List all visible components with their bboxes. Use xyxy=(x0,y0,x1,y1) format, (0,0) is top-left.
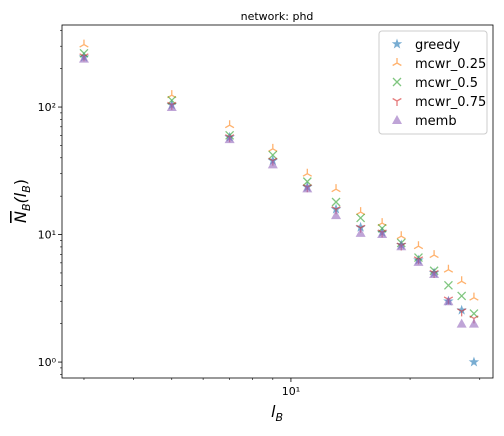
point xyxy=(224,134,235,144)
point xyxy=(443,264,454,273)
y-label-arg-sub: B xyxy=(20,185,33,193)
legend-marker xyxy=(391,38,403,49)
legend-box xyxy=(378,30,488,135)
plot-frame xyxy=(61,24,494,379)
point xyxy=(331,197,341,207)
point xyxy=(413,241,424,250)
point xyxy=(468,356,480,367)
point xyxy=(469,292,479,301)
legend-label: mcwr_0.25 xyxy=(415,57,486,72)
legend-marker xyxy=(392,97,402,106)
legend-label: mcwr_0.5 xyxy=(415,76,478,91)
point xyxy=(468,318,479,328)
point xyxy=(356,213,366,223)
point xyxy=(268,150,278,160)
point xyxy=(331,210,342,220)
legend-label: mcwr_0.75 xyxy=(415,95,486,110)
y-tick-label: 10¹ xyxy=(38,229,56,242)
y-axis-label-group: NB(lB) xyxy=(11,179,33,223)
x-axis-label: lB xyxy=(271,402,283,424)
x-tick-label: 10¹ xyxy=(282,385,300,398)
point xyxy=(456,318,467,328)
point xyxy=(166,102,177,112)
point xyxy=(456,276,467,285)
legend-marker xyxy=(392,58,402,67)
point xyxy=(457,291,467,301)
point xyxy=(302,177,312,187)
point xyxy=(79,39,89,48)
point xyxy=(302,183,313,193)
point xyxy=(443,280,453,290)
point xyxy=(443,296,454,306)
y-label-close: ) xyxy=(11,179,30,185)
point xyxy=(79,48,89,58)
point xyxy=(331,184,341,193)
y-axis-label: NB(lB) xyxy=(11,179,33,223)
point xyxy=(456,308,467,317)
point xyxy=(78,53,89,63)
legend-marker xyxy=(392,77,402,87)
point xyxy=(429,250,439,259)
x-label-sub: B xyxy=(275,411,283,424)
point xyxy=(355,227,366,237)
y-tick-label: 10⁰ xyxy=(38,356,57,369)
point xyxy=(267,159,278,169)
point xyxy=(396,231,406,240)
legend-label: greedy xyxy=(415,38,461,53)
point xyxy=(377,229,388,239)
point xyxy=(456,304,467,315)
point xyxy=(429,269,440,279)
point xyxy=(413,256,424,266)
point xyxy=(302,168,312,177)
point xyxy=(355,221,366,232)
y-tick-label: 10² xyxy=(38,101,56,114)
x-label-main: l xyxy=(271,402,276,421)
legend-label: memb xyxy=(415,114,457,129)
point xyxy=(396,241,407,251)
y-label-arg: (l xyxy=(11,192,30,203)
y-label-sub: B xyxy=(20,203,33,211)
legend-marker xyxy=(392,115,402,124)
y-label-main: N xyxy=(11,211,30,223)
point xyxy=(224,120,235,129)
chart-title: network: phd xyxy=(241,10,314,23)
